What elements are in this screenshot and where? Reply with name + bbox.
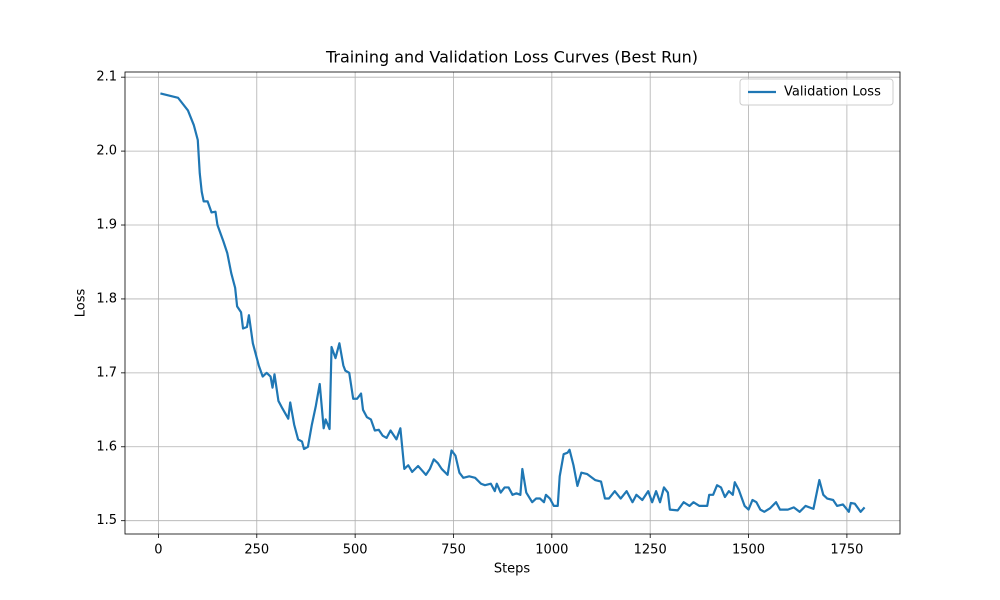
plot-frame	[124, 71, 901, 535]
legend-box	[739, 78, 894, 106]
x-tick-label: 250	[244, 543, 269, 558]
loss-line	[160, 92, 866, 513]
y-tick-label: 1.8	[96, 291, 117, 306]
x-tick-label: 500	[343, 543, 368, 558]
y-tick-label: 2.0	[96, 144, 117, 159]
chart-title: Training and Validation Loss Curves (Bes…	[325, 48, 698, 67]
legend-label: Validation Loss	[784, 85, 881, 100]
y-tick-label: 1.7	[96, 365, 117, 380]
y-tick-label: 2.1	[96, 70, 117, 85]
x-tick-label: 0	[154, 543, 162, 558]
x-tick-label: 1750	[830, 543, 863, 558]
x-tick-label: 750	[441, 543, 466, 558]
y-axis-label: Loss	[74, 289, 89, 318]
x-tick-label: 1500	[732, 543, 765, 558]
x-axis-label: Steps	[494, 562, 531, 577]
x-tick-label: 1250	[634, 543, 667, 558]
x-tick-label: 1000	[535, 543, 568, 558]
y-tick-label: 1.9	[96, 218, 117, 233]
y-tick-label: 1.5	[96, 513, 117, 528]
y-tick-label: 1.6	[96, 439, 117, 454]
